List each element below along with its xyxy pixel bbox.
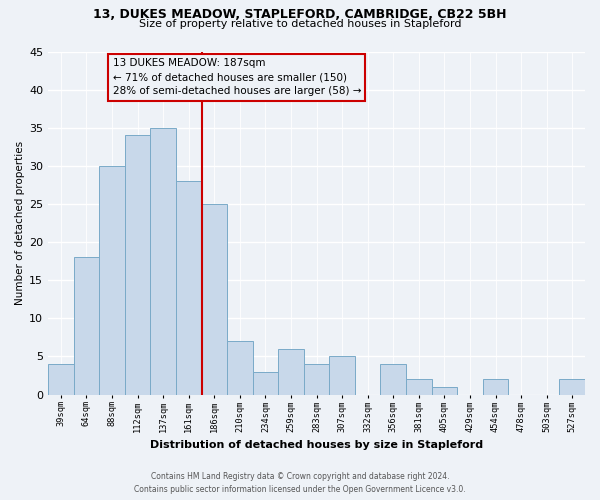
Bar [99, 166, 125, 394]
Bar [48, 364, 74, 394]
Bar [406, 380, 431, 394]
Bar [253, 372, 278, 394]
Bar [227, 341, 253, 394]
Bar [559, 380, 585, 394]
Bar [125, 136, 151, 394]
X-axis label: Distribution of detached houses by size in Stapleford: Distribution of detached houses by size … [150, 440, 483, 450]
Bar [431, 387, 457, 394]
Y-axis label: Number of detached properties: Number of detached properties [15, 141, 25, 305]
Bar [380, 364, 406, 394]
Bar [483, 380, 508, 394]
Bar [278, 349, 304, 395]
Text: Size of property relative to detached houses in Stapleford: Size of property relative to detached ho… [139, 19, 461, 29]
Bar [304, 364, 329, 394]
Text: 13, DUKES MEADOW, STAPLEFORD, CAMBRIDGE, CB22 5BH: 13, DUKES MEADOW, STAPLEFORD, CAMBRIDGE,… [93, 8, 507, 20]
Bar [202, 204, 227, 394]
Bar [329, 356, 355, 395]
Text: Contains HM Land Registry data © Crown copyright and database right 2024.
Contai: Contains HM Land Registry data © Crown c… [134, 472, 466, 494]
Bar [176, 181, 202, 394]
Bar [151, 128, 176, 394]
Bar [74, 258, 99, 394]
Text: 13 DUKES MEADOW: 187sqm
← 71% of detached houses are smaller (150)
28% of semi-d: 13 DUKES MEADOW: 187sqm ← 71% of detache… [113, 58, 361, 96]
